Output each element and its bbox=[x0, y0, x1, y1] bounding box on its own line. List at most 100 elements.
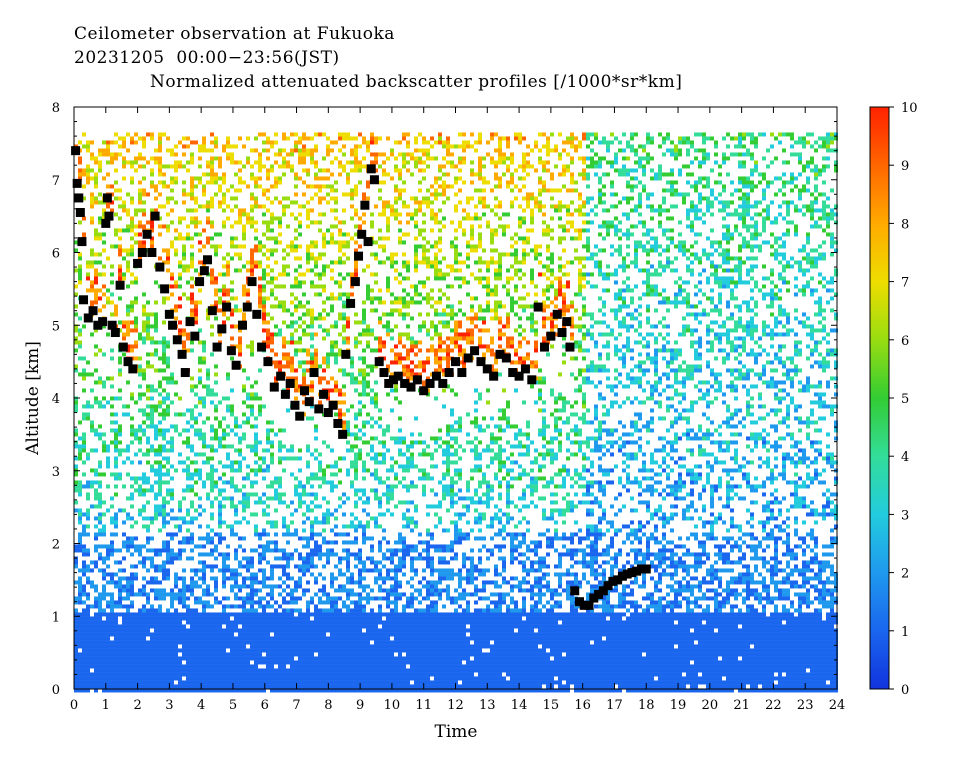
cloud-base-point bbox=[584, 600, 594, 610]
cloud-base-point bbox=[613, 575, 623, 585]
cloud-base-point bbox=[115, 280, 125, 290]
colorbar-tick-label: 7 bbox=[901, 276, 909, 291]
cloud-base-point bbox=[357, 229, 367, 239]
cloud-base-point bbox=[309, 368, 319, 378]
cloud-base-point bbox=[203, 255, 213, 265]
x-tick-label: 24 bbox=[829, 698, 846, 713]
cloud-base-point bbox=[133, 258, 143, 268]
cloud-base-point bbox=[346, 298, 356, 308]
cloud-base-point bbox=[290, 400, 300, 410]
cloud-base-point bbox=[552, 309, 562, 319]
cloud-base-point bbox=[199, 266, 209, 276]
cloud-base-point bbox=[252, 309, 262, 319]
x-tick-label: 9 bbox=[356, 698, 364, 713]
cloud-base-point bbox=[379, 368, 389, 378]
cloud-base-point bbox=[137, 248, 147, 257]
y-tick-label: 5 bbox=[52, 319, 60, 334]
x-tick-label: 16 bbox=[574, 698, 591, 713]
cloud-base-point bbox=[172, 335, 182, 345]
cloud-base-point bbox=[217, 324, 227, 334]
cloud-base-point bbox=[482, 364, 492, 374]
cloud-base-point bbox=[155, 262, 165, 272]
colorbar-tick-label: 2 bbox=[901, 567, 909, 582]
cloud-base-point bbox=[400, 378, 410, 388]
cloud-base-points bbox=[71, 146, 651, 610]
cloud-base-point bbox=[93, 320, 103, 330]
cloud-base-point bbox=[75, 207, 85, 217]
cloud-base-point bbox=[338, 429, 348, 439]
cloud-base-point bbox=[104, 211, 114, 221]
cloud-base-point bbox=[168, 320, 178, 330]
cloud-base-point bbox=[354, 251, 364, 261]
cloud-base-point bbox=[470, 346, 480, 356]
cloud-base-point bbox=[164, 309, 174, 319]
cloud-base-point bbox=[406, 382, 416, 392]
cloud-base-point bbox=[363, 237, 373, 247]
cloud-base-point bbox=[641, 564, 651, 574]
colorbar-tick-label: 6 bbox=[901, 334, 909, 349]
cloud-base-point bbox=[83, 313, 93, 323]
cloud-base-point bbox=[333, 418, 343, 428]
cloud-base-point bbox=[128, 364, 138, 374]
colorbar-axis: 0 1 2 3 4 5 6 7 8 9 10 bbox=[889, 101, 918, 698]
x-tick-label: 13 bbox=[479, 698, 496, 713]
cloud-base-point bbox=[242, 302, 252, 312]
cloud-base-point bbox=[603, 581, 613, 591]
cloud-base-point bbox=[579, 600, 589, 610]
x-tick-label: 12 bbox=[447, 698, 464, 713]
cloud-base-point bbox=[257, 342, 267, 352]
cloud-base-point bbox=[295, 411, 305, 421]
cloud-base-point bbox=[598, 586, 608, 596]
cloud-base-point bbox=[608, 576, 618, 586]
cloud-base-point bbox=[328, 400, 338, 410]
cloud-base-point bbox=[207, 306, 217, 316]
cloud-base-point bbox=[501, 353, 511, 363]
y-tick-label: 0 bbox=[52, 683, 60, 698]
x-tick-label: 4 bbox=[197, 698, 205, 713]
cloud-base-point bbox=[514, 371, 524, 381]
x-tick-label: 5 bbox=[229, 698, 237, 713]
cloud-base-point bbox=[627, 568, 637, 578]
colorbar-tick-label: 9 bbox=[901, 159, 909, 174]
colorbar-tick-label: 1 bbox=[901, 625, 909, 640]
cloud-base-point bbox=[508, 368, 518, 378]
cloud-base-point bbox=[350, 277, 360, 287]
cloud-base-point bbox=[177, 349, 187, 359]
x-tick-label: 14 bbox=[511, 698, 528, 713]
cloud-base-point bbox=[160, 284, 170, 294]
colorbar-tick-label: 3 bbox=[901, 508, 909, 523]
x-axis: 0 1 2 3 4 5 6 7 8 9 10 11 12 13 14 15 16 17 18 19 20 21 22 23 24 bbox=[70, 107, 845, 713]
cloud-base-point bbox=[280, 389, 290, 399]
cloud-base-point bbox=[304, 397, 314, 407]
cloud-base-point bbox=[341, 349, 351, 359]
colorbar-tick-label: 0 bbox=[901, 683, 909, 698]
cloud-base-point bbox=[425, 378, 435, 388]
backscatter-heatmap bbox=[74, 132, 838, 693]
y-tick-label: 2 bbox=[52, 538, 60, 553]
cloud-base-point bbox=[190, 331, 200, 341]
colorbar-tick-label: 10 bbox=[901, 101, 918, 116]
cloud-base-point bbox=[77, 237, 87, 247]
x-tick-label: 2 bbox=[133, 698, 141, 713]
y-tick-label: 6 bbox=[52, 247, 60, 262]
cloud-base-point bbox=[110, 328, 120, 338]
colorbar bbox=[869, 106, 890, 690]
cloud-base-point bbox=[285, 378, 295, 388]
x-tick-label: 17 bbox=[606, 698, 623, 713]
chart-title-line-3: Normalized attenuated backscatter profil… bbox=[150, 72, 683, 92]
y-tick-label: 4 bbox=[52, 392, 60, 407]
cloud-base-point bbox=[636, 564, 646, 574]
chart-title-line-2: 20231205 00:00−23:56(JST) bbox=[74, 48, 340, 68]
cloud-base-point bbox=[489, 371, 499, 381]
cloud-base-point bbox=[185, 317, 195, 327]
cloud-base-point bbox=[314, 404, 324, 414]
cloud-base-point bbox=[574, 597, 584, 607]
cloud-base-point bbox=[102, 193, 112, 203]
cloud-base-point bbox=[570, 586, 580, 596]
cloud-base-point bbox=[374, 357, 384, 367]
cloud-base-point bbox=[451, 357, 460, 367]
cloud-base-point bbox=[222, 302, 232, 312]
cloud-base-point bbox=[444, 368, 454, 378]
cloud-base-point bbox=[431, 371, 441, 381]
cloud-base-point bbox=[389, 375, 399, 385]
